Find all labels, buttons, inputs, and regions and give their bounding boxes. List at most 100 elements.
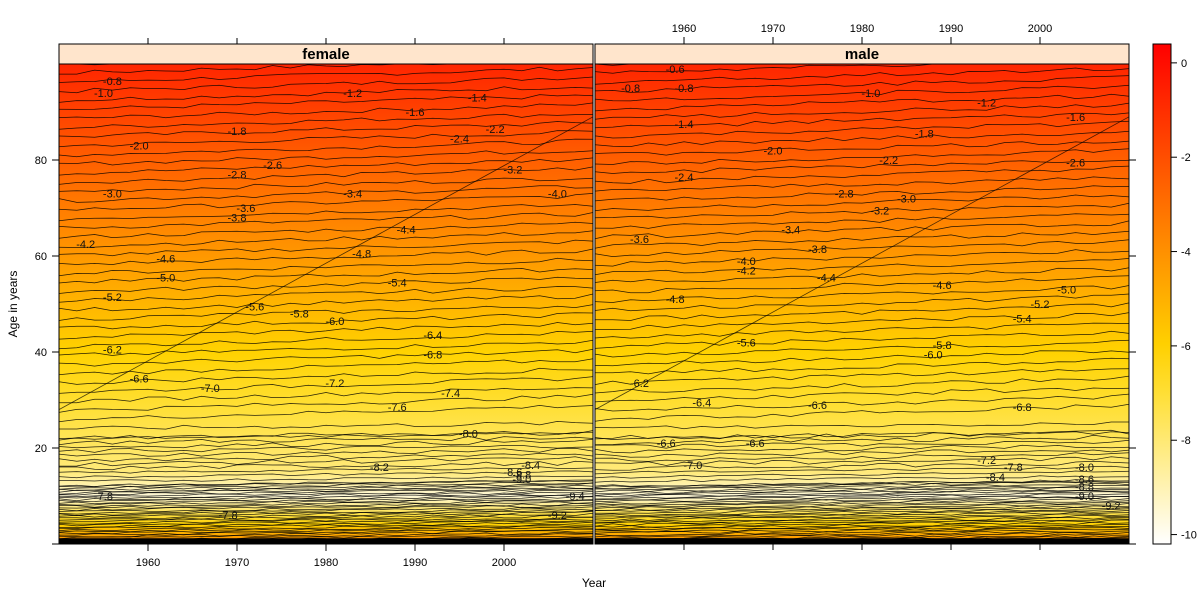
contour-line xyxy=(595,503,1129,511)
contour-label: -8.0 xyxy=(1075,462,1094,474)
contour-line xyxy=(595,302,1129,321)
contour-label: -6.8 xyxy=(1013,402,1032,414)
contour-line xyxy=(59,248,593,265)
contour-line xyxy=(595,480,1129,488)
contour-label: -5.8 xyxy=(933,340,952,352)
contour-label: -6.0 xyxy=(325,316,344,328)
infant-contour-band xyxy=(59,538,593,544)
y-axis-title: Age in years xyxy=(6,271,20,338)
contour-line xyxy=(59,523,593,532)
contour-line xyxy=(59,456,593,467)
cohort-line xyxy=(59,116,593,410)
contour-line xyxy=(59,304,593,321)
contour-line xyxy=(595,258,1129,276)
contour-label: -7.0 xyxy=(683,460,702,472)
contour-line xyxy=(59,348,593,367)
contour-label: -1.2 xyxy=(977,97,996,109)
contour-line xyxy=(59,530,593,538)
contour-line xyxy=(59,421,593,430)
contour-line xyxy=(59,376,593,394)
contour-line xyxy=(595,465,1129,475)
contour-line xyxy=(59,466,593,474)
contour-line xyxy=(59,510,593,518)
contour-line xyxy=(59,193,593,211)
contour-line xyxy=(59,177,593,192)
contour-line xyxy=(595,523,1129,531)
contour-label: -5.8 xyxy=(290,309,309,321)
contour-label: -2.8 xyxy=(228,169,247,181)
contour-line xyxy=(595,293,1129,312)
contour-line xyxy=(59,66,593,83)
y-tick-label: 40 xyxy=(35,347,47,359)
contour-label: -3.0 xyxy=(103,189,122,201)
contour-line xyxy=(59,358,593,376)
contour-line xyxy=(59,479,593,488)
contour-label: -1.2 xyxy=(343,88,362,100)
contour-line xyxy=(59,293,593,312)
contour-line xyxy=(59,204,593,222)
cohort-line xyxy=(595,116,1129,410)
axes: 20 40 60 80 1960 1960 1970 1970 1980 1980 1990 1990… xyxy=(35,23,1136,569)
contour-line xyxy=(59,113,593,130)
panel-male-contour-labels: -0.6 -0.8 -0.8 -1.0 -1.2 -1.4 -1.6 -1.8 -2.0 -2.2… xyxy=(621,64,1121,513)
contour-line xyxy=(59,312,593,330)
contour-line xyxy=(59,508,593,516)
contour-label: -7.6 xyxy=(388,402,407,414)
contour-label: -4.6 xyxy=(933,280,952,292)
contour-label: -3.6 xyxy=(630,234,649,246)
contour-line xyxy=(595,490,1129,498)
contour-line xyxy=(595,176,1129,192)
contour-line xyxy=(59,430,593,440)
contour-label: -2.6 xyxy=(1066,157,1085,169)
contour-label: -0.8 xyxy=(675,83,694,95)
contour-line xyxy=(595,387,1129,403)
colorbar-tick-label: -4 xyxy=(1181,247,1191,259)
contour-line xyxy=(595,493,1129,501)
contour-line xyxy=(595,312,1129,330)
contour-label: -6.2 xyxy=(103,345,122,357)
contour-line xyxy=(59,489,593,497)
contour-line xyxy=(59,166,593,185)
contour-label: -0.8 xyxy=(103,76,122,88)
strip-female-label: female xyxy=(302,46,350,63)
contour-line xyxy=(595,506,1129,514)
contour-label: -8.8 xyxy=(1075,481,1094,493)
contour-label: -9.2 xyxy=(1102,501,1121,513)
contour-line xyxy=(59,185,593,203)
panel-female-contours xyxy=(59,64,593,544)
contour-label: -6.6 xyxy=(746,438,765,450)
contour-line xyxy=(595,112,1129,129)
contour-label: -1.8 xyxy=(228,126,247,138)
contour-label: -3.6 xyxy=(236,203,255,215)
contour-line xyxy=(59,276,593,294)
contour-label: -2.6 xyxy=(263,160,282,172)
colorbar-tick-label: -6 xyxy=(1181,341,1191,353)
contour-label: -6.2 xyxy=(630,378,649,390)
contour-line xyxy=(595,322,1129,339)
contour-label: -4.6 xyxy=(156,253,175,265)
contour-label: -2.4 xyxy=(450,133,469,145)
contour-line xyxy=(59,506,593,515)
contour-line xyxy=(59,268,593,284)
contour-line xyxy=(59,121,593,138)
contour-line xyxy=(595,460,1129,471)
contour-line xyxy=(59,484,593,493)
contour-line xyxy=(595,514,1129,523)
contour-label: -7.2 xyxy=(325,378,344,390)
contour-label: -4.8 xyxy=(666,294,685,306)
contour-line xyxy=(59,330,593,350)
contour-line xyxy=(59,515,593,523)
infant-contour-band xyxy=(595,538,1129,544)
contour-label: -4.0 xyxy=(548,189,567,201)
contour-label: -0.8 xyxy=(621,83,640,95)
contour-label: -3.2 xyxy=(870,205,889,217)
contour-label: -7.8 xyxy=(1004,462,1023,474)
x-tick-label-bottom: 2000 xyxy=(492,557,516,569)
contour-line xyxy=(595,496,1129,505)
colorbar xyxy=(1152,43,1172,545)
contour-line xyxy=(595,393,1129,412)
contour-line xyxy=(595,456,1129,466)
x-tick-label-top: 1980 xyxy=(850,23,874,35)
contour-line xyxy=(595,511,1129,519)
